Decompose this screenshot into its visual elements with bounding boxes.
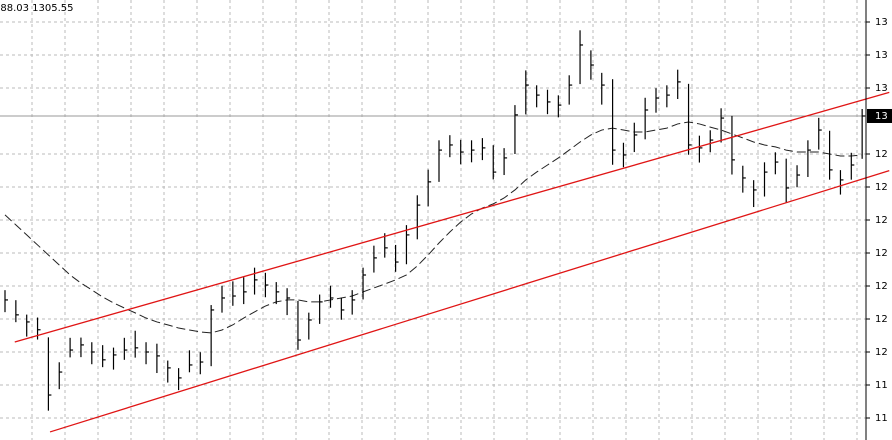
trend-line (49, 170, 890, 433)
y-tick-label: 11 (875, 413, 888, 424)
y-tick-label: 12 (875, 281, 888, 292)
y-tick-label: 12 (875, 182, 888, 193)
y-tick-label: 13 (875, 83, 888, 94)
current-price-label: 13 (875, 111, 888, 122)
trend-line (14, 91, 890, 343)
header-text: 288.03 1305.55 (0, 3, 74, 14)
y-tick-label: 12 (875, 215, 888, 226)
y-tick-label: 13 (875, 17, 888, 28)
y-tick-label: 12 (875, 248, 888, 259)
y-tick-label: 12 (875, 314, 888, 325)
current-price-box (867, 108, 892, 123)
y-tick-label: 11 (875, 380, 888, 391)
moving-average (4, 121, 863, 334)
y-tick-label: 12 (875, 347, 888, 358)
y-tick-label: 13 (875, 50, 888, 61)
y-tick-label: 12 (875, 149, 888, 160)
